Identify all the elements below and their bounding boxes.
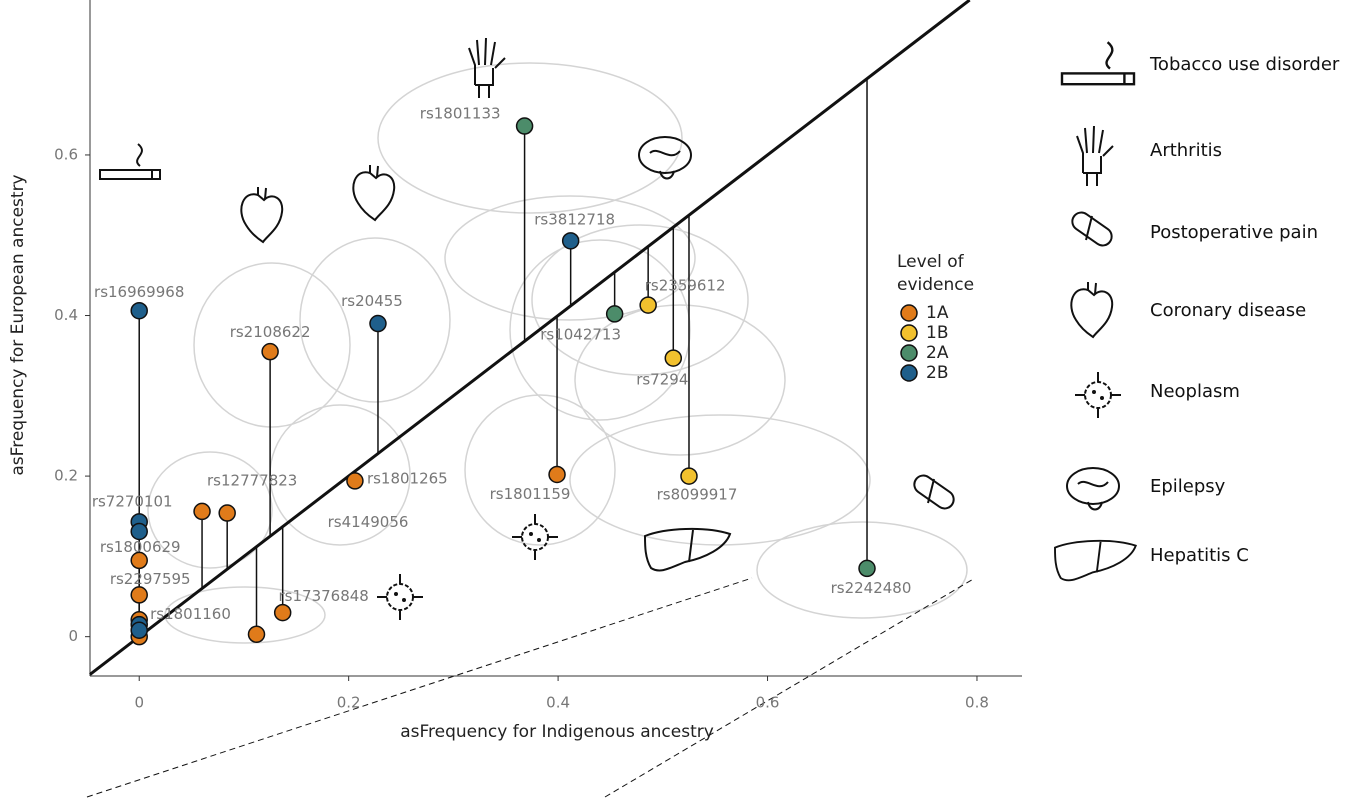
y-axis-title: asFrequency for European ancestry xyxy=(8,174,28,475)
x-axis-title: asFrequency for Indigenous ancestry xyxy=(400,722,714,742)
disease-label: Postoperative pain xyxy=(1150,222,1318,243)
point-label: rs1801159 xyxy=(490,485,571,503)
point-label: rs2359612 xyxy=(645,277,726,295)
point xyxy=(247,625,266,644)
point-label: rs7294 xyxy=(636,371,688,389)
legend-label: 2B xyxy=(926,363,948,383)
point xyxy=(273,603,292,622)
point-label: rs17376848 xyxy=(279,587,369,605)
point-label: rs2297595 xyxy=(110,570,191,588)
legend-label: 1B xyxy=(926,323,948,343)
legend-label: 1A xyxy=(926,303,949,323)
point-labels: rs2108622 rs1801159 rs1801265 rs12777823 rs4… xyxy=(92,105,912,623)
point xyxy=(130,586,148,604)
y-tick-label: 0.4 xyxy=(54,306,78,324)
legend-marker xyxy=(900,304,918,322)
point-label: rs1801160 xyxy=(150,605,231,623)
point-label: rs1801133 xyxy=(420,105,501,123)
point-label: rs8099917 xyxy=(657,486,738,504)
point-label: rs2242480 xyxy=(831,579,912,597)
legend-marker xyxy=(900,344,918,362)
point xyxy=(548,465,566,484)
legend-marker xyxy=(900,324,918,342)
point xyxy=(261,342,279,361)
point-label: rs12777823 xyxy=(207,472,297,490)
x-tick-label: 0 xyxy=(134,694,144,712)
point xyxy=(369,314,387,333)
point xyxy=(639,296,657,314)
point-label: rs1801265 xyxy=(367,469,448,487)
cluster-ellipses xyxy=(147,62,968,644)
point xyxy=(218,504,236,522)
point-label: rs7270101 xyxy=(92,492,173,510)
point xyxy=(130,301,148,320)
disease-label: Coronary disease xyxy=(1150,300,1306,321)
point-label: rs3812718 xyxy=(534,210,615,228)
legend-label: 2A xyxy=(926,343,949,363)
y-tick-label: 0 xyxy=(68,627,78,645)
point-label: rs1042713 xyxy=(540,325,621,343)
legend-icons xyxy=(1054,41,1137,582)
legend-marker xyxy=(900,364,918,382)
point-label: rs16969968 xyxy=(94,283,184,301)
disease-label: Epilepsy xyxy=(1150,476,1226,497)
legend-title: Level of evidence xyxy=(897,252,975,295)
zoom-lines xyxy=(86,577,976,798)
point xyxy=(680,467,698,485)
x-tick-label: 0.8 xyxy=(965,694,989,712)
point xyxy=(664,349,683,367)
point-label: rs4149056 xyxy=(328,513,409,531)
point xyxy=(193,502,211,521)
points xyxy=(130,117,876,646)
y-tick-label: 0.2 xyxy=(54,467,78,485)
point-label: rs1800629 xyxy=(100,538,181,556)
disease-label: Arthritis xyxy=(1150,140,1222,161)
point xyxy=(130,621,148,639)
x-tick-label: 0.4 xyxy=(546,694,570,712)
point xyxy=(130,522,148,541)
point-label: rs20455 xyxy=(341,292,403,310)
disease-label: Hepatitis C xyxy=(1150,545,1249,566)
point xyxy=(130,551,148,570)
point xyxy=(605,305,624,323)
point-label: rs2108622 xyxy=(230,323,311,341)
point xyxy=(561,232,580,250)
point xyxy=(858,559,876,578)
disease-label: Tobacco use disorder xyxy=(1149,54,1340,75)
point xyxy=(515,117,534,135)
disease-label: Neoplasm xyxy=(1150,381,1240,402)
y-tick-label: 0.6 xyxy=(54,145,78,163)
x-tick-label: 0.2 xyxy=(337,694,361,712)
identity-line xyxy=(89,0,971,676)
point xyxy=(346,472,364,490)
x-tick-label: 0.6 xyxy=(756,694,780,712)
